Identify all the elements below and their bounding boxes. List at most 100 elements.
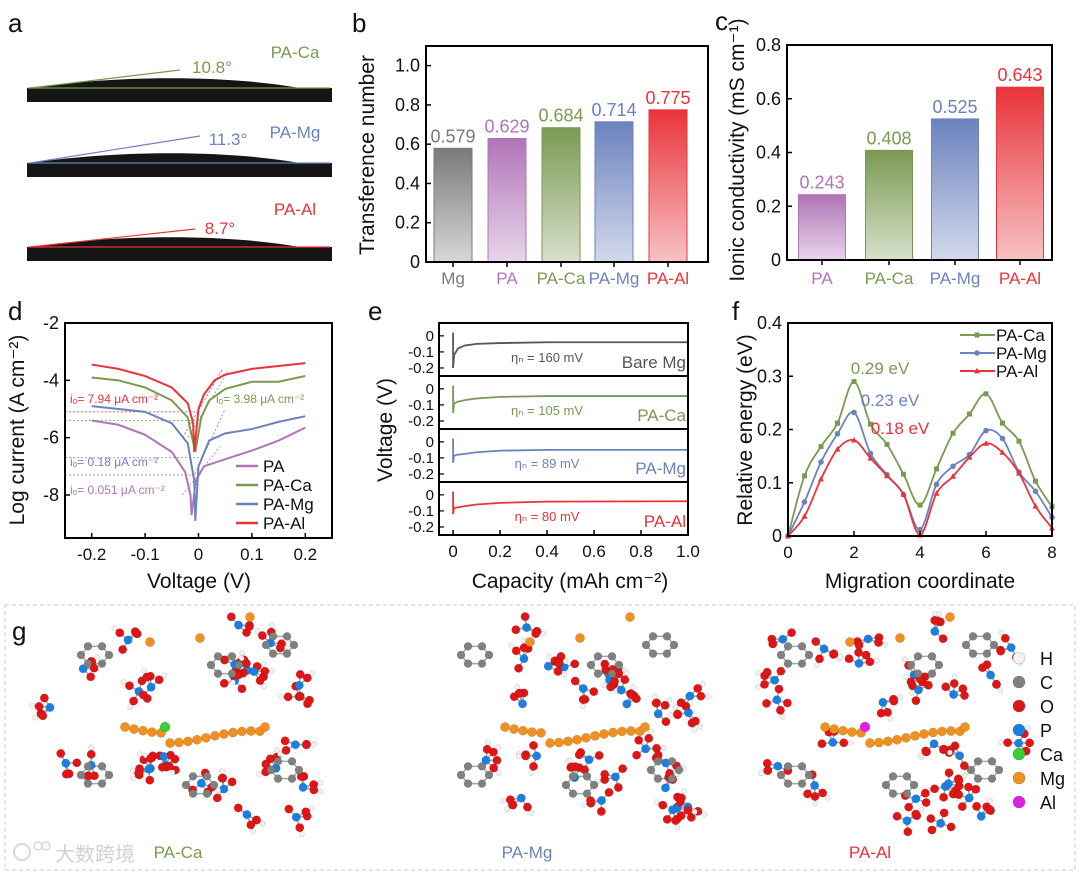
energy-barrier-label: 0.29 eV — [851, 359, 910, 378]
atom-P — [532, 751, 542, 761]
structure-PA-Al: PA-Al — [755, 610, 1035, 862]
atom-C — [202, 789, 212, 798]
atom-O — [251, 815, 261, 825]
panel-letter-e: e — [368, 296, 382, 326]
panel-letter-c: c — [715, 6, 728, 36]
atom-O — [260, 666, 270, 676]
atom-C — [261, 640, 271, 650]
atom-H — [758, 770, 765, 777]
series-line-PA-Ca — [452, 385, 688, 414]
atom-H — [495, 770, 502, 776]
atom-P — [78, 664, 88, 674]
atom-O — [56, 749, 66, 758]
atom-C — [989, 640, 999, 650]
atom-H — [299, 831, 305, 838]
atom-Mg — [237, 726, 247, 737]
series-line-PA-Al — [452, 491, 689, 515]
atom-O — [954, 776, 964, 785]
y-tick-label: -0.1 — [408, 344, 434, 361]
atom-C — [202, 772, 212, 781]
atom-Mg — [572, 734, 582, 745]
voltage-profile-stack: 0-0.1-0.2ηₙ = 160 mV Bare Mg0-0.1-0.2ηₙ =… — [374, 322, 700, 593]
y-tick-label: -0.2 — [408, 360, 434, 377]
data-point — [983, 427, 989, 434]
atom-C — [463, 779, 473, 788]
atom-H — [259, 820, 266, 827]
atom-C — [888, 772, 898, 781]
tangent-line — [29, 135, 201, 164]
atom-O — [957, 802, 967, 812]
atom-P — [516, 793, 526, 803]
atom-H — [219, 768, 225, 775]
atom-C — [906, 660, 916, 670]
atom-C — [783, 762, 793, 771]
element-label: P — [1040, 721, 1052, 741]
atom-O — [511, 646, 521, 656]
atom-O — [676, 698, 686, 708]
atom-P — [584, 755, 594, 765]
data-point — [917, 526, 923, 533]
atom-C — [582, 789, 592, 798]
atom-H — [515, 753, 522, 759]
atom-H — [580, 703, 586, 710]
atom-C — [662, 632, 672, 641]
atom-Mg — [892, 734, 902, 745]
watermark-text: 大数跨境 — [55, 843, 135, 866]
y-axis-label: Relative energy (eV) — [734, 334, 757, 525]
contact-angle-value: 8.7° — [205, 219, 235, 238]
atom-C — [287, 757, 297, 766]
atom-H — [141, 667, 147, 674]
atom-P — [196, 778, 206, 788]
atom-P — [863, 634, 873, 644]
data-point — [884, 441, 890, 447]
atom-H — [169, 769, 176, 776]
element-swatch-Mg — [1012, 771, 1026, 785]
atom-O — [939, 808, 949, 818]
atom-H — [273, 747, 280, 754]
atom-Mg — [820, 722, 830, 732]
data-point — [950, 463, 956, 470]
series-line-PA-Mg — [91, 405, 306, 521]
x-tick-label: PA-Al — [647, 269, 689, 288]
sample-label: PA-Al — [274, 200, 316, 219]
atom-O — [514, 663, 524, 673]
y-tick-label: -0.2 — [408, 413, 434, 430]
droplet — [30, 78, 300, 88]
atom-Mg — [847, 727, 857, 737]
atom-C — [188, 772, 198, 781]
atom-O — [604, 787, 614, 797]
data-point — [999, 435, 1006, 442]
x-tick-label: PA-Al — [999, 269, 1041, 288]
element-label: Al — [1040, 793, 1056, 813]
bar-PA-Al — [996, 86, 1044, 261]
series-line-PA — [91, 419, 306, 516]
atom-O — [283, 692, 293, 702]
atom-O — [693, 683, 703, 693]
atom-O — [281, 745, 291, 755]
atom-P — [955, 751, 965, 761]
atom-O — [810, 791, 820, 801]
atom-H — [528, 770, 535, 777]
x-tick-label: PA-Mg — [589, 269, 640, 288]
atom-C — [589, 780, 599, 790]
atom-O — [958, 684, 968, 694]
atom-H — [887, 715, 894, 722]
series-label: Bare Mg — [622, 353, 686, 372]
series-line-PA-Mg — [452, 438, 688, 463]
atom-O — [660, 700, 670, 710]
atom-H — [837, 653, 844, 660]
atom-O — [523, 802, 532, 812]
atom-H — [997, 739, 1004, 746]
bar-PA-Mg — [931, 118, 979, 261]
atom-C — [294, 765, 304, 775]
atom-O — [570, 676, 580, 686]
atom-O — [971, 784, 981, 794]
atom-C — [982, 649, 992, 658]
overpotential-label: ηₙ = 105 mV — [511, 403, 583, 418]
atom-O — [613, 783, 623, 792]
atom-Mg — [120, 722, 130, 732]
atom-C — [783, 659, 793, 668]
atom-O — [774, 684, 784, 694]
atom-O — [511, 625, 521, 635]
